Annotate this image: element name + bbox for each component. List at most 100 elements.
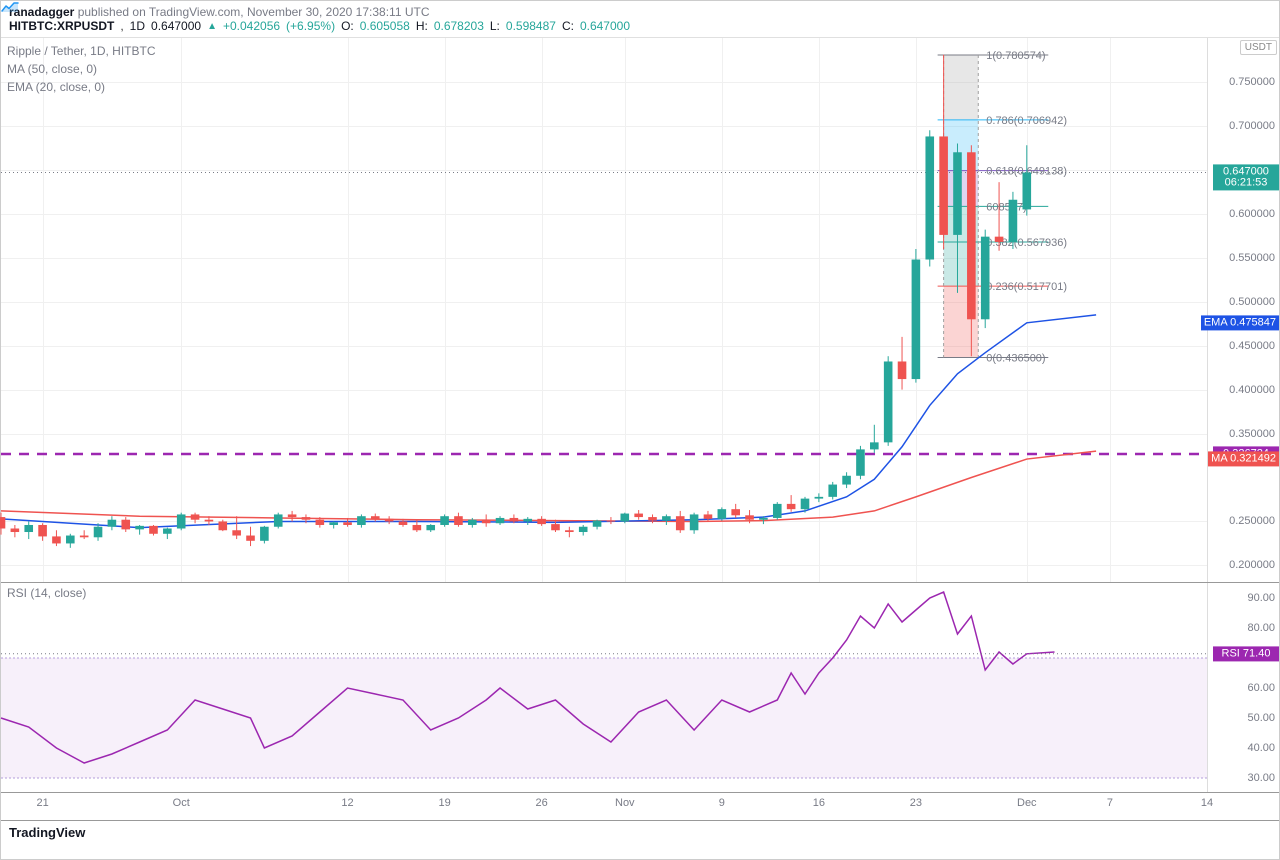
fib-label: 0.786(0.706942) <box>986 115 1067 127</box>
candle[interactable] <box>66 536 75 544</box>
candle[interactable] <box>191 514 200 519</box>
candle[interactable] <box>38 525 47 536</box>
candle[interactable] <box>815 497 824 499</box>
time-tick: 7 <box>1107 797 1113 809</box>
candle[interactable] <box>898 361 907 379</box>
candle[interactable] <box>842 476 851 485</box>
candle[interactable] <box>1009 200 1018 242</box>
candle[interactable] <box>149 526 158 534</box>
candle[interactable] <box>246 536 255 541</box>
candle[interactable] <box>510 518 519 522</box>
candle[interactable] <box>316 520 325 525</box>
interval: 1D <box>130 19 145 33</box>
candle[interactable] <box>676 516 685 530</box>
candle[interactable] <box>787 504 796 509</box>
rsi-chart[interactable]: 30.0040.0050.0060.0070.0080.0090.00RSI 7… <box>1 583 1279 793</box>
candle[interactable] <box>385 519 394 522</box>
candle[interactable] <box>745 515 754 519</box>
candle[interactable] <box>218 521 227 530</box>
candle[interactable] <box>108 520 117 527</box>
candle[interactable] <box>468 520 477 525</box>
time-tick: Nov <box>615 797 635 809</box>
candle[interactable] <box>620 514 629 522</box>
candle[interactable] <box>440 516 449 525</box>
candle[interactable] <box>1022 172 1031 209</box>
price-axis[interactable]: USDT 0.2000000.2500000.3500000.4000000.4… <box>1207 38 1279 582</box>
candle[interactable] <box>884 361 893 442</box>
candle[interactable] <box>856 449 865 475</box>
candle[interactable] <box>579 527 588 532</box>
candle[interactable] <box>662 516 671 520</box>
candle[interactable] <box>995 237 1004 242</box>
candle[interactable] <box>925 136 934 259</box>
candle[interactable] <box>288 514 297 517</box>
candle[interactable] <box>648 517 657 521</box>
candle[interactable] <box>690 514 699 530</box>
candle[interactable] <box>357 516 366 525</box>
time-axis[interactable]: 21Oct121926Nov91623Dec714 <box>1 793 1279 821</box>
price-tick: 0.400000 <box>1229 384 1275 396</box>
candle[interactable] <box>607 521 616 522</box>
candle[interactable] <box>274 514 283 526</box>
candle[interactable] <box>413 525 422 530</box>
candle[interactable] <box>537 519 546 524</box>
time-tick: 14 <box>1201 797 1213 809</box>
candle[interactable] <box>94 527 103 538</box>
candle[interactable] <box>828 485 837 497</box>
chart-legend: Ripple / Tether, 1D, HITBTC MA (50, clos… <box>7 42 156 96</box>
candle[interactable] <box>399 521 408 525</box>
candle[interactable] <box>426 525 435 530</box>
candle[interactable] <box>565 530 574 532</box>
rsi-axis[interactable]: 30.0040.0050.0060.0070.0080.0090.00RSI 7… <box>1207 583 1279 792</box>
candle[interactable] <box>704 514 713 518</box>
candle[interactable] <box>801 499 810 510</box>
legend-ema: EMA (20, close, 0) <box>7 78 156 96</box>
candle[interactable] <box>343 522 352 525</box>
candle[interactable] <box>759 518 768 520</box>
candle[interactable] <box>80 536 89 538</box>
candle[interactable] <box>551 524 560 530</box>
candle[interactable] <box>24 525 33 532</box>
publish-line: ranadagger published on TradingView.com,… <box>9 5 1271 19</box>
time-tick: 19 <box>438 797 450 809</box>
price-tick: 0.350000 <box>1229 428 1275 440</box>
brand-text: TradingView <box>9 825 85 840</box>
candle[interactable] <box>634 514 643 518</box>
candle[interactable] <box>482 520 491 524</box>
rsi-tick: 90.00 <box>1247 592 1275 604</box>
candle[interactable] <box>496 518 505 523</box>
candle[interactable] <box>912 260 921 380</box>
candle[interactable] <box>731 509 740 515</box>
candle[interactable] <box>163 529 172 534</box>
candle[interactable] <box>939 136 948 234</box>
candle[interactable] <box>718 509 727 519</box>
candle[interactable] <box>11 529 20 533</box>
candle[interactable] <box>967 152 976 319</box>
candle[interactable] <box>523 519 532 522</box>
candle[interactable] <box>593 521 602 527</box>
candle[interactable] <box>329 522 338 525</box>
time-tick: 9 <box>719 797 725 809</box>
rsi-tick: 60.00 <box>1247 682 1275 694</box>
candle[interactable] <box>371 516 380 519</box>
candle[interactable] <box>232 530 241 535</box>
price-chart[interactable]: 0(0.436500)0.236(0.517701)0.382(0.567936… <box>1 38 1279 583</box>
candle[interactable] <box>177 514 186 528</box>
time-tick: 16 <box>813 797 825 809</box>
candle[interactable] <box>870 442 879 449</box>
candle[interactable] <box>0 517 5 528</box>
price-tick: 0.500000 <box>1229 296 1275 308</box>
time-tick: 26 <box>535 797 547 809</box>
candle[interactable] <box>121 520 130 530</box>
candle[interactable] <box>454 516 463 525</box>
candle[interactable] <box>135 526 144 530</box>
price-tick: 0.450000 <box>1229 340 1275 352</box>
candle[interactable] <box>953 152 962 235</box>
candle[interactable] <box>773 504 782 518</box>
candle[interactable] <box>981 237 990 320</box>
candle[interactable] <box>205 520 214 522</box>
candle[interactable] <box>302 517 311 520</box>
candle[interactable] <box>260 527 269 541</box>
candle[interactable] <box>52 536 61 543</box>
price-tag: 06:21:53 <box>1213 175 1279 190</box>
